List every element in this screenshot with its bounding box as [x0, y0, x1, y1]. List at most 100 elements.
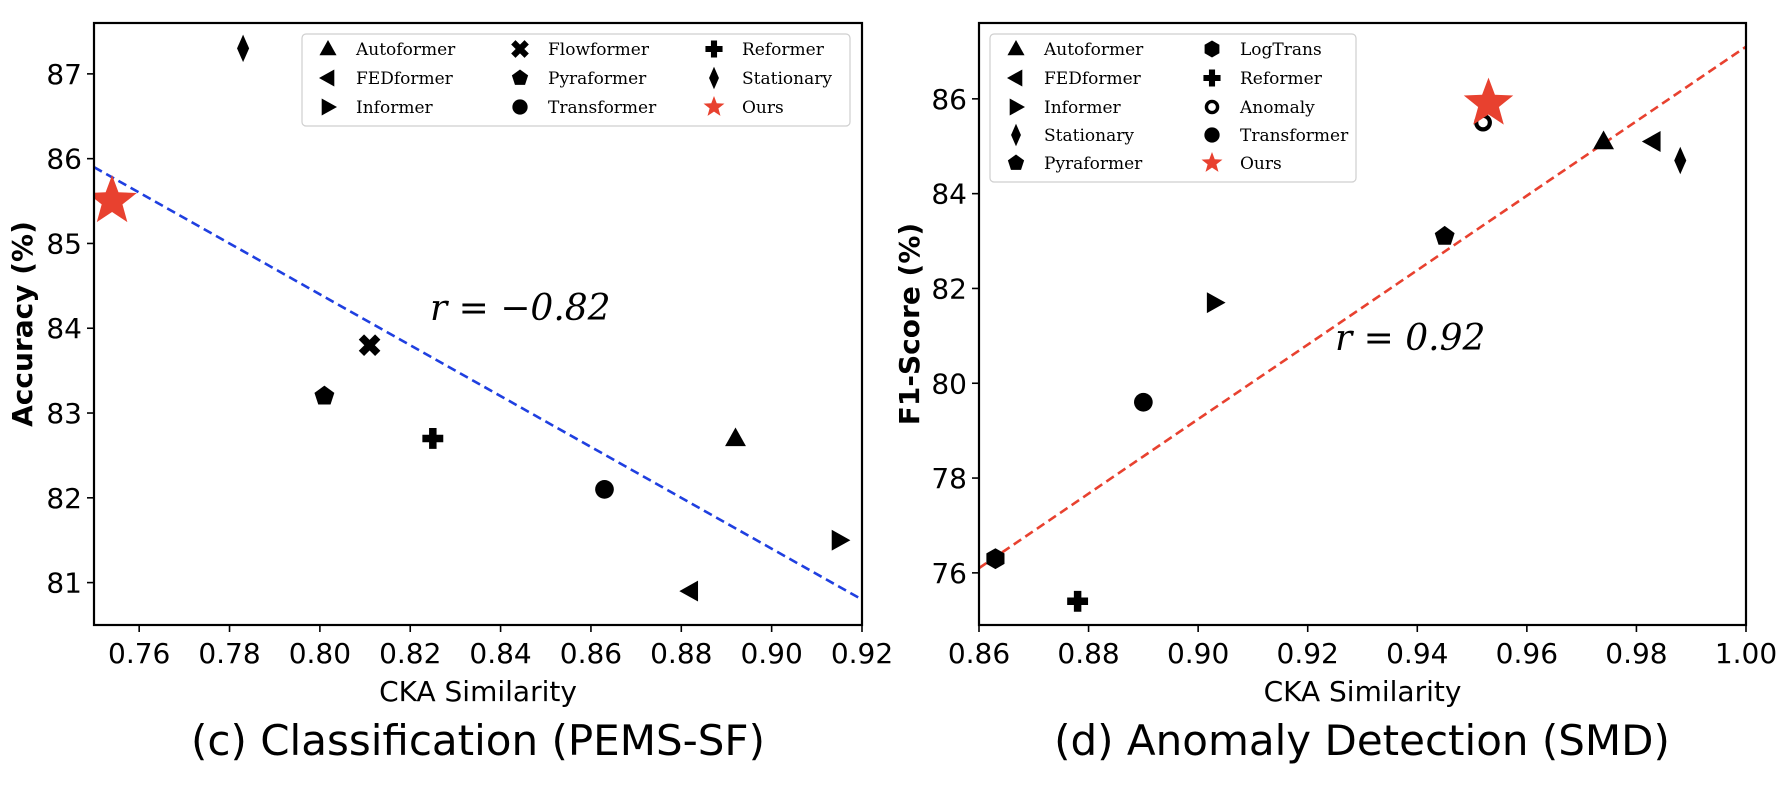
panel-d-xlabel: CKA Similarity [1264, 675, 1462, 708]
panel-c-legend-label-autoformer: Autoformer [355, 40, 456, 60]
panel-d-legend-label-fedformer: FEDformer [1044, 69, 1142, 89]
panel-d-axes-frame [977, 21, 1748, 627]
panel-d-legend-label-transformer: Transformer [1240, 126, 1349, 146]
panel-c-legend-label-flowformer: Flowformer [548, 40, 650, 60]
panel-c-correlation-annotation: r = −0.82 [430, 288, 611, 329]
panel-c-xtick-label: 0.76 [108, 637, 170, 670]
panel-c-xtick-label: 0.92 [831, 637, 893, 670]
panel-c-point-reformer [422, 428, 444, 449]
panel-d-point-fedformer [1641, 131, 1661, 152]
panel-c-legend-label-ours: Ours [742, 98, 784, 118]
panel-c-trendline [94, 166, 862, 601]
panel-d-ytick-label: 80 [931, 367, 967, 400]
panel-c-points [94, 34, 851, 602]
panel-d-legend-label-ours: Ours [1240, 154, 1282, 174]
panel-d-correlation-annotation: r = 0.92 [1335, 318, 1485, 359]
panel-c-caption: (c) Classification (PEMS-SF) [191, 716, 765, 765]
panel-c-legend-label-stationary: Stationary [742, 69, 832, 89]
panel-d-legend-marker-informer [1009, 98, 1025, 116]
panel-c-axes-frame [92, 21, 864, 627]
panel-c-ytick-label: 82 [46, 482, 82, 515]
panel-c-xtick-label: 0.84 [469, 637, 531, 670]
panel-d-legend-marker-ours [1201, 152, 1223, 172]
panel-c-legend-marker-pyraformer [511, 69, 529, 85]
panel-d-legend-marker-anomaly [1204, 99, 1220, 115]
panel-d-legend-marker-transformer [1204, 127, 1220, 143]
panel-d-point-pyraformer [1434, 225, 1455, 245]
panel-d-ytick-label: 78 [931, 462, 967, 495]
panel-c-ytick-label: 87 [46, 58, 82, 91]
panel-c-xtick-label: 0.86 [560, 637, 622, 670]
panel-c-point-informer [831, 529, 851, 551]
panel-c-legend-marker-flowformer [511, 40, 529, 58]
panel-c-xtick-label: 0.82 [379, 637, 441, 670]
panel-d-caption: (d) Anomaly Detection (SMD) [1054, 716, 1670, 765]
panel-d-legend-label-stationary: Stationary [1044, 126, 1134, 146]
panel-c-legend: Autoformer FEDformer Informer Flowformer Pyr… [301, 33, 851, 127]
panel-c-point-fedformer [679, 580, 699, 602]
panel-c-point-flowformer [358, 334, 381, 357]
panel-c-point-ours [94, 175, 137, 223]
panel-d-point-logtrans [986, 548, 1005, 570]
panel-d-legend-marker-autoformer [1007, 40, 1025, 56]
panel-d-point-transformer [1134, 392, 1153, 412]
panel-c-xtick-label: 0.88 [650, 637, 712, 670]
panel-c-point-flowformer-shape [358, 334, 381, 357]
panel-c-legend-marker-informer [321, 98, 337, 116]
panel-c-legend-label-fedformer: FEDformer [356, 69, 454, 89]
panel-d-xtick-label: 0.90 [1167, 637, 1229, 670]
panel-c-xlabel: CKA Similarity [379, 675, 577, 708]
panel-d-xtick-label: 0.92 [1277, 637, 1339, 670]
panel-d-legend-label-anomaly: Anomaly [1239, 98, 1315, 118]
panel-c-point-pyraformer [314, 385, 335, 405]
panel-c-legend-label-informer: Informer [356, 98, 433, 118]
panel-c-legend-marker-ours [703, 96, 725, 116]
panel-c-legend-marker-flowformer-shape [511, 40, 529, 58]
panel-d-xtick-label: 1.00 [1715, 637, 1777, 670]
panel-d-point-informer [1206, 292, 1226, 314]
panel-d-trendline [979, 45, 1746, 570]
panel-d-legend-label-autoformer: Autoformer [1043, 40, 1144, 60]
panel-d: 0.86 0.88 0.90 0.92 0.94 0.96 0.98 1.00 76 78 80 82… [893, 21, 1777, 765]
panel-d-ylabel: F1-Score (%) [893, 223, 926, 425]
panel-c-xtick-label: 0.80 [289, 637, 351, 670]
panel-d-ytick-label: 84 [931, 178, 967, 211]
panel-d-xtick-label: 0.86 [948, 637, 1010, 670]
panel-c-legend-marker-reformer [705, 40, 723, 58]
panel-d-point-reformer [1067, 590, 1089, 612]
panel-d-legend-marker-stationary [1011, 123, 1021, 147]
panel-c-legend-marker-stationary [709, 66, 719, 90]
panel-d-point-ours [1463, 77, 1514, 125]
panel-d-point-stationary [1674, 146, 1687, 175]
panel-c-legend-marker-fedformer [319, 69, 335, 87]
panel-d-legend-label-informer: Informer [1044, 98, 1121, 118]
panel-c-ytick-label: 81 [46, 567, 82, 600]
panel-c-legend-label-reformer: Reformer [742, 40, 825, 60]
panel-c-ytick-label: 86 [46, 143, 82, 176]
panel-d-legend-box [989, 33, 1357, 183]
panel-c-ytick-label: 85 [46, 227, 82, 260]
panel-d-xtick-label: 0.94 [1386, 637, 1448, 670]
panel-c-ylabel: Accuracy (%) [6, 221, 39, 427]
panel-c-legend-marker-transformer [512, 99, 528, 115]
panel-d-legend-label-pyraformer: Pyraformer [1044, 154, 1143, 174]
panel-d-ytick-label: 82 [931, 272, 967, 305]
panel-c: 0.76 0.78 0.80 0.82 0.84 0.86 0.88 0.90 0.92 81 82… [6, 21, 893, 765]
panel-d-ytick-label: 76 [931, 557, 967, 590]
panel-c-point-transformer [595, 479, 614, 499]
panel-d-xtick-label: 0.98 [1605, 637, 1667, 670]
panel-d-points [986, 77, 1687, 612]
panel-c-legend-marker-autoformer [319, 40, 337, 56]
panel-d-legend-marker-fedformer [1007, 69, 1023, 87]
panel-c-legend-label-pyraformer: Pyraformer [548, 69, 647, 89]
panel-d-xtick-label: 0.96 [1496, 637, 1558, 670]
panel-c-xtick-label: 0.90 [740, 637, 802, 670]
panel-c-xtick-label: 0.78 [198, 637, 260, 670]
panel-d-legend-label-logtrans: LogTrans [1240, 40, 1322, 60]
panel-c-legend-label-transformer: Transformer [548, 98, 657, 118]
panel-d-point-autoformer [1593, 130, 1615, 150]
panel-d-ytick-label: 86 [931, 83, 967, 116]
panel-d-xtick-label: 0.88 [1057, 637, 1119, 670]
panel-d-legend-marker-reformer [1203, 69, 1221, 87]
